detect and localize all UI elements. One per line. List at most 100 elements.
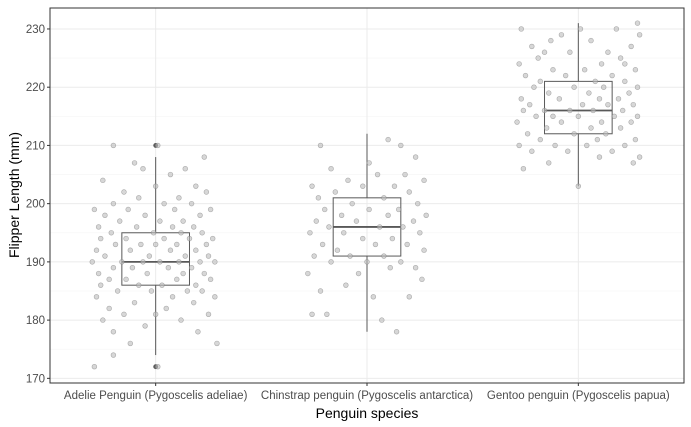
data-point	[596, 96, 603, 102]
data-point	[326, 224, 332, 230]
data-point	[152, 183, 159, 189]
data-point	[191, 224, 197, 230]
data-point	[157, 218, 163, 224]
data-point	[307, 230, 313, 236]
data-point	[201, 270, 207, 277]
data-point	[93, 294, 100, 300]
data-point	[102, 253, 108, 259]
data-point	[110, 352, 117, 358]
data-point	[516, 61, 522, 67]
data-point	[389, 235, 396, 242]
data-point	[345, 177, 351, 184]
data-point	[110, 142, 117, 149]
data-point	[541, 107, 548, 114]
data-point	[415, 200, 421, 207]
data-point	[636, 154, 643, 160]
data-point	[376, 224, 383, 230]
data-point	[121, 311, 127, 317]
data-point	[609, 148, 615, 154]
data-point	[322, 206, 328, 213]
data-point	[360, 235, 366, 242]
data-point	[535, 55, 541, 61]
data-point	[588, 37, 594, 44]
data-point	[406, 294, 412, 300]
data-point	[176, 195, 182, 201]
y-tick-label: 190	[26, 257, 45, 269]
data-point	[112, 241, 119, 248]
data-point	[552, 142, 558, 149]
data-point	[123, 235, 129, 242]
data-point	[191, 299, 197, 306]
data-point	[531, 84, 537, 90]
data-point	[182, 253, 188, 259]
y-tick-label: 200	[26, 199, 45, 211]
data-point	[199, 230, 205, 236]
data-point	[315, 195, 322, 201]
data-point	[214, 340, 220, 347]
data-point	[626, 90, 632, 96]
data-point	[178, 230, 184, 236]
data-point	[140, 166, 146, 172]
data-point	[592, 78, 598, 85]
y-tick-label: 170	[26, 373, 45, 385]
data-point	[136, 282, 142, 288]
data-point	[127, 247, 134, 253]
data-point	[201, 154, 207, 160]
data-point	[514, 119, 520, 125]
data-point	[163, 305, 169, 312]
data-point	[603, 131, 609, 137]
data-point	[598, 119, 605, 125]
data-point	[575, 183, 582, 189]
data-point	[319, 241, 326, 248]
data-point	[91, 206, 98, 213]
data-point	[212, 294, 218, 300]
data-point	[98, 235, 104, 242]
data-point	[556, 96, 563, 102]
data-point	[590, 107, 596, 114]
data-point	[527, 101, 533, 108]
x-tick-label: Chinstrap penguin (Pygoscelis antarctica…	[261, 390, 473, 402]
data-point	[332, 189, 338, 195]
data-point	[131, 160, 138, 166]
data-point	[119, 259, 125, 265]
boxplot	[332, 133, 402, 332]
data-point	[157, 259, 163, 265]
data-point	[169, 224, 176, 230]
data-point	[518, 96, 524, 102]
data-point	[571, 131, 577, 137]
data-point	[207, 206, 214, 213]
data-point	[393, 329, 400, 335]
data-point	[212, 259, 218, 265]
data-point	[634, 84, 641, 90]
data-point	[577, 26, 584, 32]
x-axis-title: Penguin species	[316, 405, 419, 421]
data-point	[127, 340, 134, 347]
data-point	[159, 282, 165, 288]
data-point	[102, 212, 108, 218]
data-point	[328, 166, 334, 172]
y-axis: 170 180 190 200 210 220 230	[26, 24, 50, 385]
data-point	[609, 72, 615, 79]
data-point	[324, 311, 330, 317]
data-point	[195, 329, 201, 335]
data-point	[355, 270, 362, 277]
data-point	[634, 113, 641, 120]
data-point	[632, 67, 639, 73]
data-point	[562, 72, 569, 79]
data-point	[131, 299, 138, 306]
data-point	[110, 200, 117, 207]
data-point	[93, 247, 100, 253]
data-point	[205, 253, 212, 259]
data-point	[632, 136, 639, 143]
y-tick-label: 210	[26, 140, 45, 152]
data-point	[138, 241, 144, 248]
data-point	[178, 317, 184, 323]
data-point	[100, 177, 106, 184]
data-point	[106, 276, 112, 283]
data-point	[169, 294, 176, 300]
data-point	[171, 206, 178, 213]
data-point	[628, 119, 634, 125]
data-point	[152, 311, 159, 317]
data-point	[402, 171, 408, 178]
data-point	[125, 206, 131, 213]
